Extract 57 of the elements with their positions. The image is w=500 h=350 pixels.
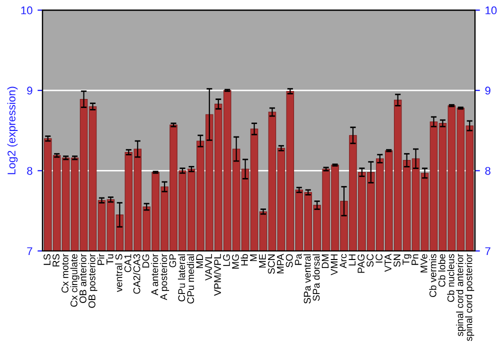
x-tick-label: Tg [402, 254, 412, 265]
x-tick-label: CA2/CA3 [133, 254, 140, 294]
x-tick-label: Cb lobe [438, 254, 446, 287]
x-tick-label: DM [322, 254, 329, 268]
x-tick-label: Pir [97, 254, 104, 265]
y2-tick-label: 10 [486, 6, 497, 14]
x-tick-label: RS [52, 254, 60, 266]
x-tick-label: SPa ventral [304, 254, 311, 304]
x-tick-label: IC [376, 254, 382, 263]
x-tick-label: spinal cord posterior [465, 254, 474, 341]
x-tick-label: OB posterior [88, 254, 98, 308]
x-tick-label: VTA [384, 254, 392, 272]
x-tick-label: ventral S [115, 254, 122, 292]
x-tick-label: Cb vermis [429, 254, 436, 297]
x-tick-label: DG [142, 254, 150, 268]
x-tick-label: Pa [294, 254, 302, 265]
x-tick-label: VMH [330, 254, 338, 276]
x-tick-label: SC [366, 254, 374, 267]
x-tick-label: VPM/VPL [214, 254, 221, 296]
x-tick-label: SN [394, 254, 400, 267]
x-tick-label: CPu medial [186, 254, 194, 304]
x-tick-label: SO [286, 254, 293, 268]
y2-tick-label: 8 [485, 166, 490, 175]
y-tick-label: 9 [27, 86, 32, 95]
x-tick-label: A posterior [160, 254, 170, 300]
x-tick-label: MPA [277, 254, 284, 274]
y2-tick-label: 7 [485, 247, 490, 255]
x-tick-label: LS [44, 254, 50, 265]
x-tick-label: OB anterior [79, 254, 86, 303]
x-tick-label: SPa dorsal [312, 254, 320, 301]
x-tick-label: Tu [106, 254, 114, 264]
x-tick-label: Cb nucleus [447, 254, 454, 302]
x-tick-label: LH [348, 254, 356, 266]
x-tick-label: VA/VL [204, 254, 212, 281]
y-tick-label: 10 [21, 6, 32, 14]
x-tick-label: MG [232, 254, 239, 269]
x-tick-label: A anterior [151, 254, 158, 296]
x-tick-label: MVe [420, 254, 428, 272]
x-tick-label: CA1 [124, 254, 132, 272]
x-tick-label: MD [196, 254, 203, 268]
x-tick-label: Hb [240, 254, 248, 266]
y-axis-title: Log2 (expression) [7, 86, 18, 174]
x-tick-label: ME [259, 254, 266, 268]
x-tick-label: CPu lateral [178, 254, 186, 302]
x-tick-label: PAG [358, 254, 365, 273]
x-tick-label: Arc [340, 254, 347, 268]
x-tick-label: Cx cingulate [70, 254, 80, 307]
x-tick-label: Cx motor [62, 254, 68, 293]
x-tick-label: spinal cord anterior [456, 254, 466, 336]
y-tick-label: 8 [27, 166, 32, 175]
y-tick-label: 7 [27, 247, 32, 255]
x-tick-label: Pn [412, 254, 418, 265]
y2-tick-label: 9 [485, 86, 490, 95]
x-tick-label: M [250, 254, 257, 262]
x-tick-label: SCN [268, 254, 275, 274]
x-tick-label: LG [223, 254, 230, 266]
x-tick-label: GP [169, 254, 176, 268]
